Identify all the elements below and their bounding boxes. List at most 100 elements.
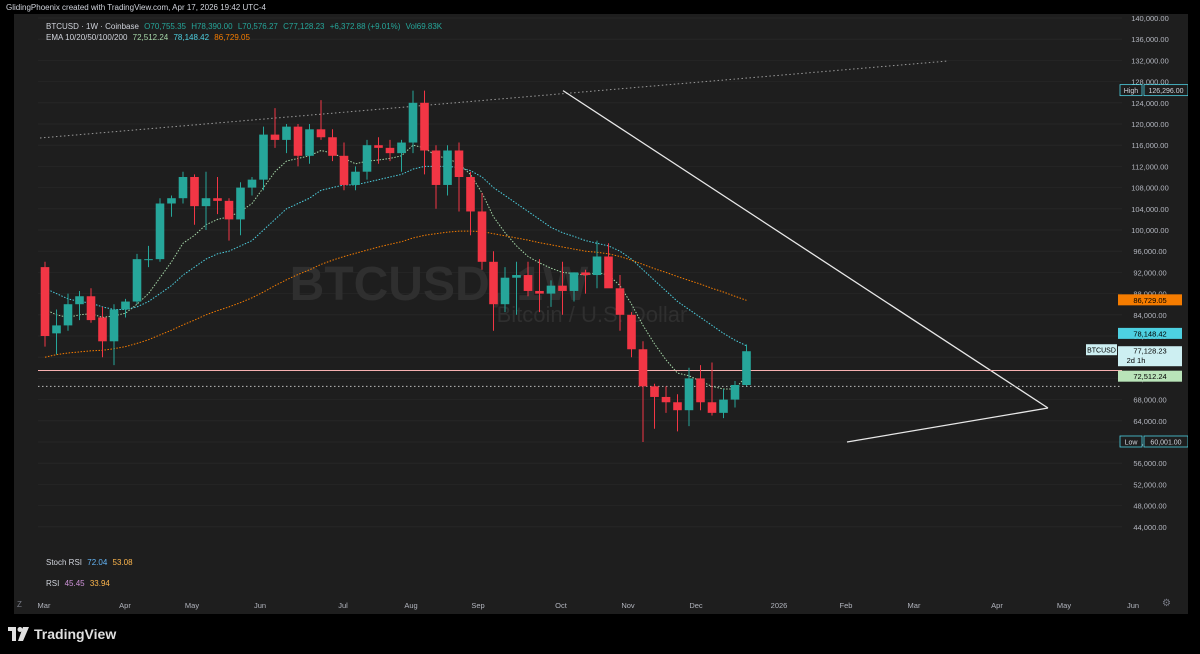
candle (351, 166, 360, 191)
candle (52, 309, 61, 355)
candle (236, 182, 245, 236)
stoch-rsi-legend: Stoch RSI 72.04 53.08 (46, 558, 133, 567)
y-tick-label: 44,000.00 (1133, 523, 1166, 532)
ema-slow-badge-text: 86,729.05 (1133, 296, 1166, 305)
stoch-label: Stoch RSI (46, 558, 83, 567)
y-tick-label: 68,000.00 (1133, 396, 1166, 405)
ascending-trendline (846, 407, 1049, 443)
y-tick-label: 92,000.00 (1133, 268, 1166, 277)
candle (512, 261, 521, 315)
candle (109, 304, 119, 366)
candle-body (546, 285, 556, 294)
candle (259, 126, 268, 191)
candle (661, 386, 671, 413)
candle (178, 171, 188, 204)
candle (213, 177, 222, 215)
open-value: O70,755.35 (144, 22, 186, 31)
candle (454, 142, 464, 212)
candle-body (684, 378, 694, 411)
candle (558, 261, 567, 315)
rsi-label: RSI (46, 579, 60, 588)
y-tick-label: 56,000.00 (1133, 459, 1166, 468)
candle-body (351, 171, 360, 185)
candle-body (638, 349, 648, 387)
brand-text: TradingView (34, 626, 117, 642)
rsi-legend: RSI 45.45 33.94 (46, 579, 110, 588)
candle-body (477, 211, 487, 262)
ema-fast-badge-bg (1118, 370, 1182, 382)
tradingview-brand: TradingView (8, 626, 116, 642)
y-tick-label: 120,000.00 (1131, 120, 1169, 129)
candle-body (109, 309, 119, 342)
high-label-text: High (1124, 88, 1139, 95)
candle (604, 243, 613, 289)
candle-body (719, 399, 728, 413)
y-tick-label: 136,000.00 (1131, 35, 1169, 44)
x-tick-label: Feb (840, 601, 853, 610)
candle-body (270, 134, 280, 140)
descending-trendline (562, 90, 1049, 409)
candle (190, 174, 199, 225)
candle (167, 195, 176, 217)
candle-body (178, 177, 188, 199)
candle (282, 124, 291, 154)
y-tick-label: 104,000.00 (1131, 205, 1169, 214)
candle-body (293, 126, 303, 156)
candle-body (500, 277, 510, 305)
ema-value-3: 86,729.05 (214, 33, 250, 42)
candle (270, 108, 280, 148)
candle-body (224, 200, 234, 220)
candle-body (259, 134, 268, 180)
price-chart[interactable]: BTCUSD, 1W Bitcoin / U.S. Dollar 44,000.… (14, 14, 1188, 614)
candle-body (98, 317, 107, 342)
candle-body (305, 129, 314, 156)
candle-body (247, 179, 257, 188)
timezone-icon[interactable]: Z (17, 600, 22, 609)
x-tick-label: Jun (1127, 601, 1139, 610)
candle-body (397, 142, 406, 154)
y-tick-label: 108,000.00 (1131, 184, 1169, 193)
candle-body (431, 150, 441, 185)
ema-slow-badge: 86,729.05 (1118, 294, 1182, 306)
price-value-text: 77,128.23 (1133, 347, 1166, 356)
ema-label: EMA 10/20/50/100/200 (46, 33, 128, 42)
candle (673, 394, 682, 432)
y-tick-label: 128,000.00 (1131, 78, 1169, 87)
candle (684, 367, 694, 427)
candle-body (282, 126, 291, 140)
candle (247, 177, 257, 196)
candle (40, 261, 50, 347)
candle (224, 198, 234, 241)
x-tick-label: Mar (908, 601, 921, 610)
x-tick-label: 2026 (771, 601, 788, 610)
symbol-label: BTCUSD · 1W · Coinbase (46, 22, 139, 31)
volume-value: Vol69.83K (405, 22, 443, 31)
candle (500, 267, 510, 313)
candle-body (627, 314, 636, 350)
high-value-bg (1143, 84, 1188, 97)
candle (86, 288, 96, 323)
high-label-bg (1119, 84, 1143, 97)
candle-body (190, 177, 199, 207)
x-tick-label: May (185, 601, 199, 610)
candle-body (374, 145, 383, 148)
candle (420, 90, 429, 175)
candle (144, 245, 153, 268)
candle (98, 306, 107, 358)
x-tick-label: Apr (119, 601, 131, 610)
y-tick-label: 112,000.00 (1132, 162, 1169, 171)
candle-body (52, 325, 61, 334)
candle-body (236, 187, 245, 220)
candle (201, 171, 211, 230)
candle-body (673, 402, 682, 411)
x-tick-label: Apr (991, 601, 1003, 610)
settings-gear-icon[interactable]: ⚙ (1162, 598, 1171, 609)
candle (523, 261, 533, 297)
y-tick-label: 48,000.00 (1133, 502, 1166, 511)
chart-area[interactable]: BTCUSD, 1W Bitcoin / U.S. Dollar 44,000.… (14, 14, 1188, 614)
candle-body (650, 386, 659, 397)
x-tick-label: Aug (404, 601, 417, 610)
stoch-d-value: 53.08 (112, 558, 133, 567)
low-value-text: 60,001.00 (1150, 439, 1181, 446)
